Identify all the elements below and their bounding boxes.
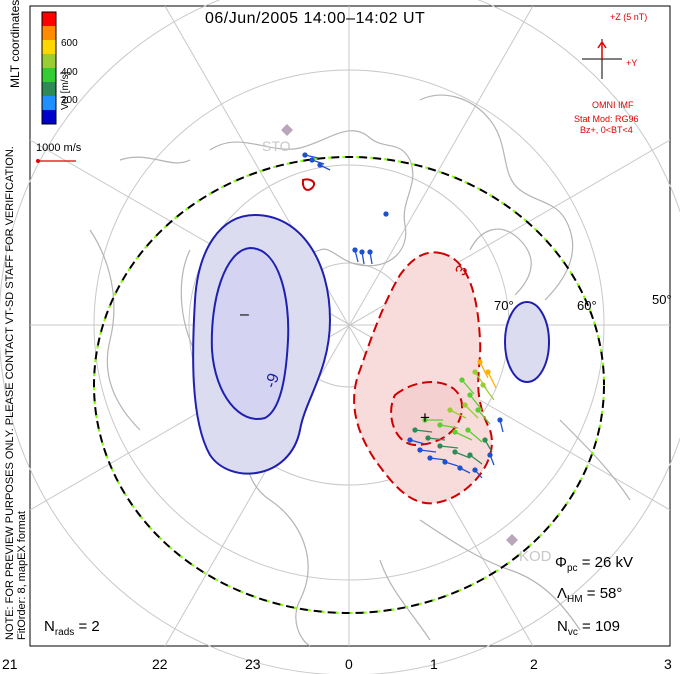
lat-label-60: 60° bbox=[577, 298, 597, 313]
colorbar-swatch bbox=[42, 96, 56, 111]
imf-source: OMNI IMF bbox=[592, 100, 634, 110]
mlt-tick-2: 2 bbox=[530, 656, 538, 672]
map-title: 06/Jun/2005 14:00–14:02 UT bbox=[205, 10, 426, 27]
colorbar-swatch bbox=[42, 82, 56, 97]
hm-boundary-latitude: ΛHM = 58° bbox=[557, 585, 623, 605]
station-markers bbox=[281, 124, 518, 546]
mlt-tick-3: 3 bbox=[664, 656, 672, 672]
positive-cell-outer bbox=[353, 251, 493, 505]
colorbar-tick-400: 400 bbox=[61, 67, 78, 78]
mlt-tick-21: 21 bbox=[2, 656, 18, 672]
fit-note: FitOrder: 8, mapEX format bbox=[16, 511, 28, 640]
mlt-tick-1: 1 bbox=[430, 656, 438, 672]
mlt-tick-0: 0 bbox=[345, 656, 353, 672]
negative-cell-small bbox=[504, 301, 550, 383]
negative-cell-inner bbox=[210, 246, 290, 421]
scale-vector-label: 1000 m/s bbox=[36, 142, 82, 154]
colorbar-tick-600: 600 bbox=[61, 38, 78, 49]
vector-count: Nvc = 109 bbox=[557, 618, 620, 638]
small-dusk-contour bbox=[301, 178, 316, 191]
positive-cell-inner bbox=[390, 381, 464, 447]
radar-count: Nrads = 2 bbox=[44, 618, 100, 638]
stat-mod: Stat Mod: RG96 bbox=[574, 114, 639, 124]
imf-z-label: +Z (5 nT) bbox=[610, 12, 648, 22]
colorbar-swatch bbox=[42, 26, 56, 41]
colorbar-swatch bbox=[42, 12, 56, 27]
mlt-grid bbox=[29, 5, 671, 647]
velocity-colorbar bbox=[41, 11, 57, 125]
station-sto: STO bbox=[262, 138, 291, 154]
imf-condition: Bz+, 0<BT<4 bbox=[580, 125, 633, 135]
max-potential-marker: + bbox=[420, 408, 430, 427]
colorbar-tick-200: 200 bbox=[61, 95, 78, 106]
colorbar-swatch bbox=[42, 40, 56, 55]
mlt-tick-23: 23 bbox=[245, 656, 261, 672]
colorbar-swatch bbox=[42, 68, 56, 83]
preview-note: NOTE: FOR PREVIEW PURPOSES ONLY. PLEASE … bbox=[4, 146, 16, 640]
colorbar-swatch bbox=[42, 54, 56, 69]
velocity-vectors bbox=[302, 152, 504, 479]
imf-clock bbox=[582, 39, 622, 79]
colorbar-border bbox=[41, 11, 57, 125]
hm-boundary-dots bbox=[93, 156, 605, 614]
lat-label-50: 50° bbox=[652, 292, 672, 307]
imf-y-label: +Y bbox=[626, 58, 638, 68]
plot-frame bbox=[29, 5, 671, 647]
coord-label: MLT coordinates bbox=[8, 0, 22, 88]
station-kod: KOD bbox=[519, 548, 552, 565]
lat-label-70: 70° bbox=[494, 298, 514, 313]
colorbar-swatch bbox=[42, 110, 56, 125]
mlt-tick-22: 22 bbox=[152, 656, 168, 672]
cross-polar-potential: Φpc = 26 kV bbox=[555, 554, 633, 574]
min-potential-marker: – bbox=[240, 306, 249, 323]
